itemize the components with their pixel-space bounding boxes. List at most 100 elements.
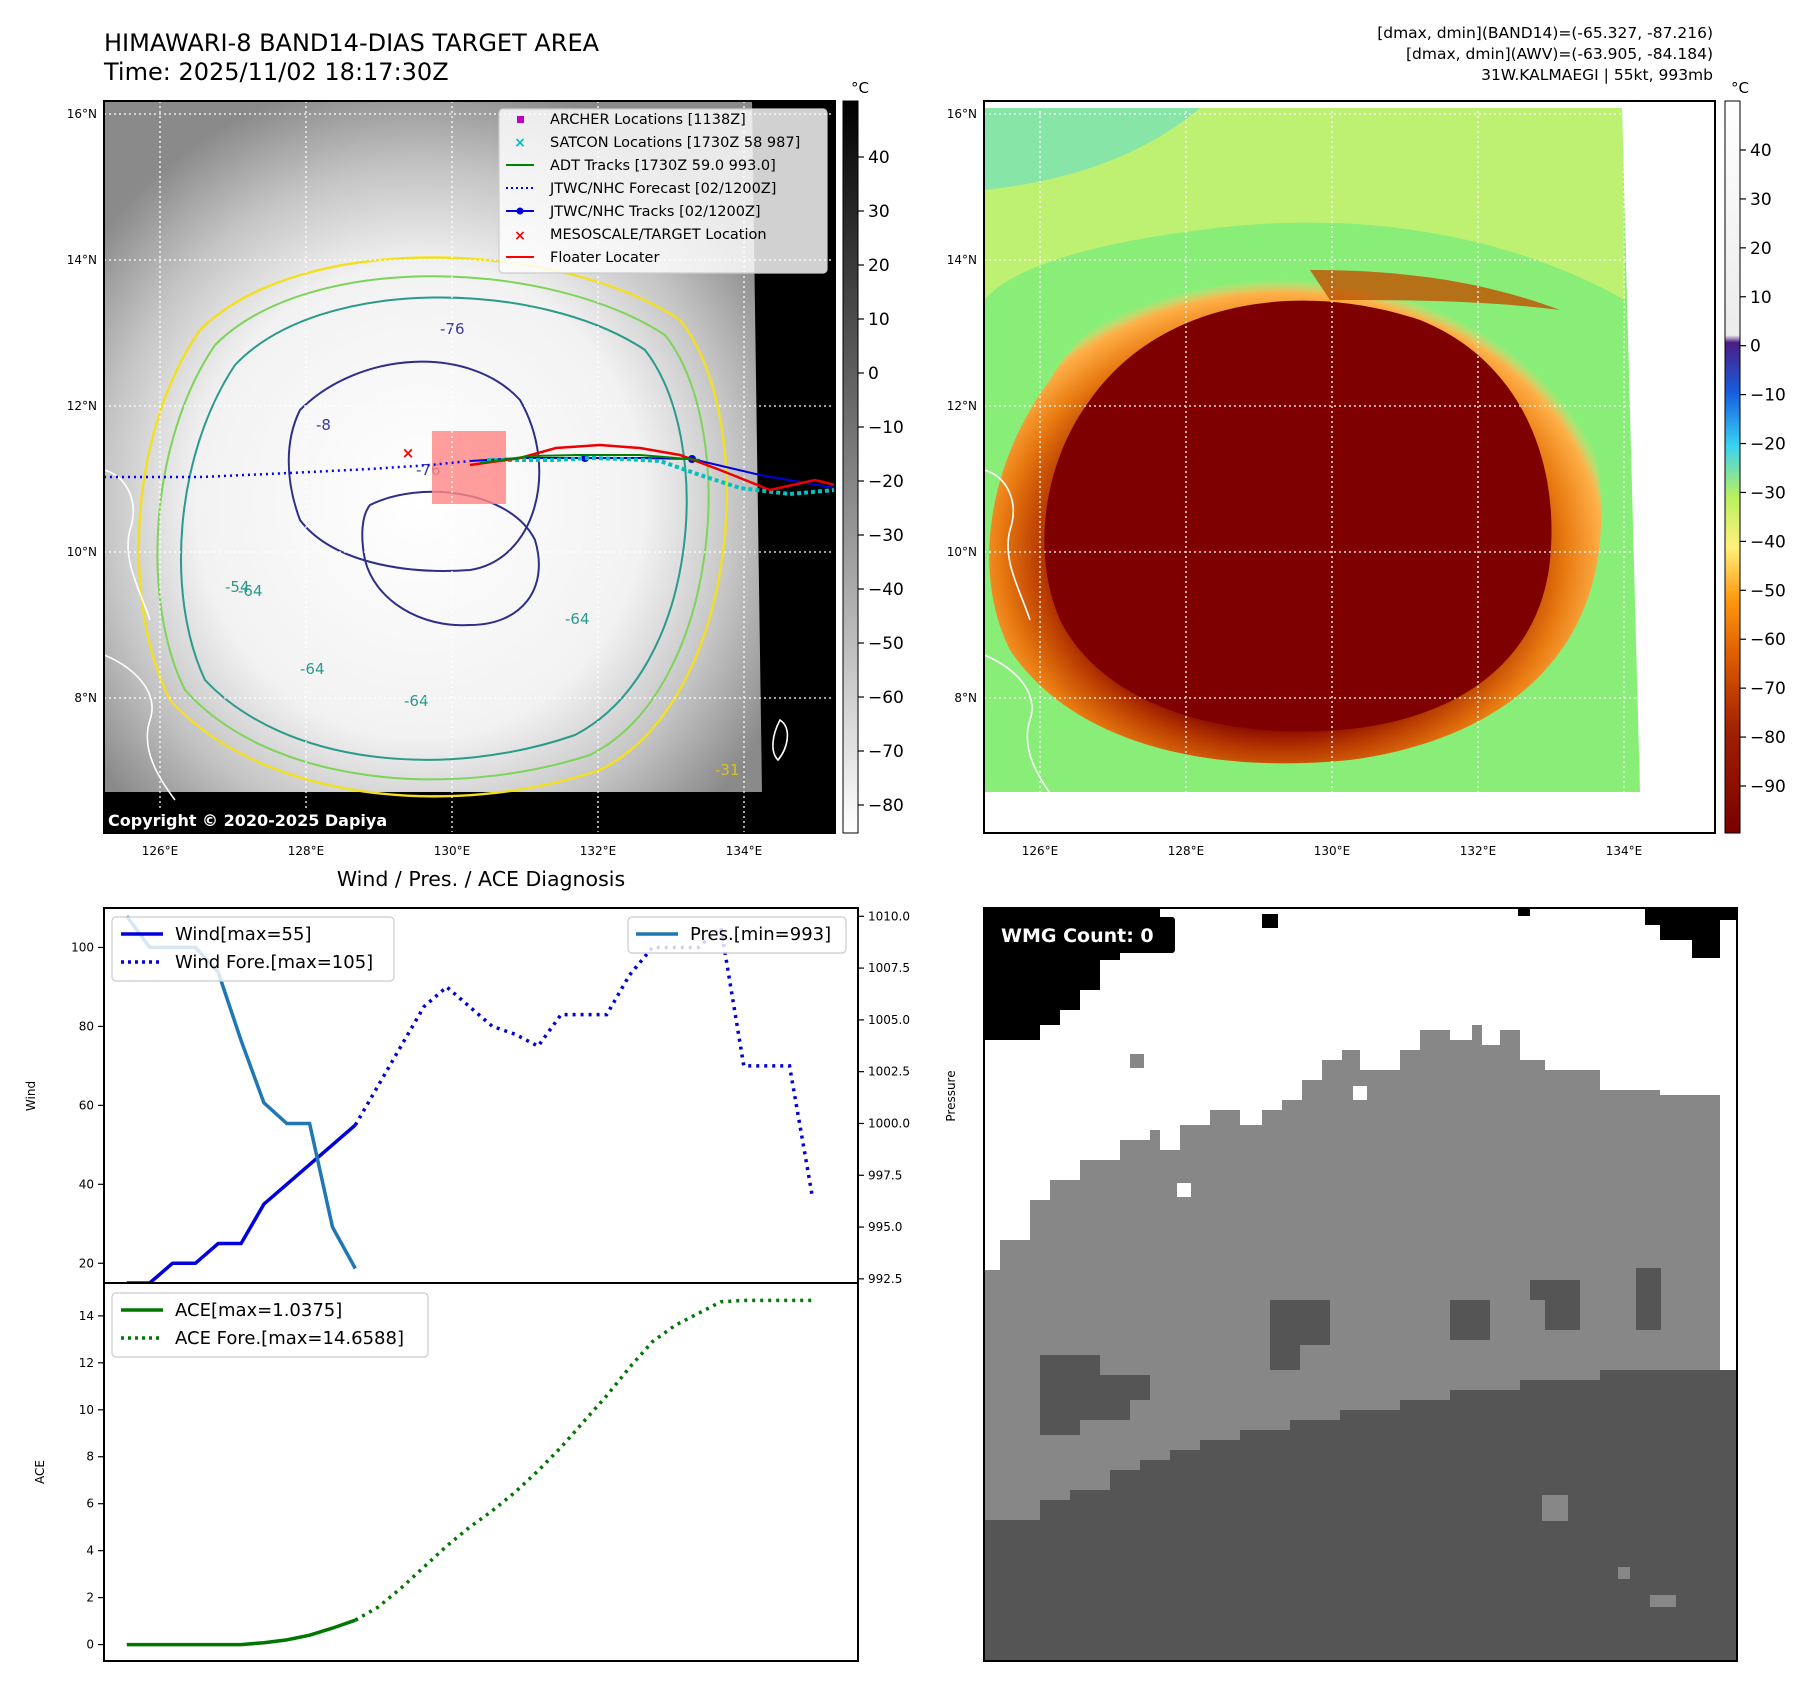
- wmg-count-box: [991, 917, 1175, 953]
- contour-teal: [180, 296, 688, 761]
- color-colorbar-label: −20: [1750, 435, 1786, 455]
- pressure-axis-tick-label: 992.5: [868, 1272, 902, 1286]
- color-map-lon-labels: 126°E 128°E 130°E 132°E 134°E: [1022, 844, 1643, 858]
- pressure-axis-tick-label: 1002.5: [868, 1065, 910, 1079]
- ace-axis-tick-label: 4: [86, 1544, 94, 1558]
- ace-axis-tick-label: 8: [86, 1450, 94, 1464]
- track-legend-box: [498, 108, 828, 274]
- lon-label: 130°E: [434, 844, 471, 858]
- gray-colorbar-label: −20: [868, 472, 904, 492]
- legend-pressure: Pres.[min=993]: [690, 924, 831, 945]
- color-colorbar-label: −30: [1750, 483, 1786, 503]
- ace-series-line: [126, 1618, 356, 1647]
- ace-forecast-series-line: [354, 1298, 813, 1622]
- lon-label: 128°E: [1168, 844, 1205, 858]
- satcon-locations: [487, 455, 835, 497]
- lat-label: 10°N: [947, 545, 977, 559]
- info-awv-range: [dmax, dmin](AWV)=(-63.905, -84.184): [1406, 45, 1713, 63]
- target-area-box: [432, 431, 506, 504]
- wind-legend-box: [111, 916, 395, 982]
- gray-colorbar-label: −10: [868, 418, 904, 438]
- lon-label: 126°E: [142, 844, 179, 858]
- cdo-core: [1044, 300, 1552, 732]
- mesoscale-target-marker: ×: [402, 444, 415, 462]
- lat-label: 12°N: [947, 399, 977, 413]
- contour-label: -64: [238, 582, 263, 600]
- color-colorbar-label: −60: [1750, 630, 1786, 650]
- legend-floater: Floater Locater: [550, 250, 659, 266]
- ace-chart: 0 2 4 6 8 10 12 14 ACE ACE[max=1.0375] ACE Fore…: [33, 1282, 859, 1662]
- gray-colorbar-label: −60: [868, 688, 904, 708]
- color-colorbar-label: −90: [1750, 777, 1786, 797]
- lon-label: 130°E: [1314, 844, 1351, 858]
- pressure-axis-tick-label: 1007.5: [868, 961, 910, 975]
- pressure-axis-label: Pressure: [944, 1070, 958, 1121]
- adt-track: [479, 454, 701, 464]
- gray-colorbar-label: 30: [868, 202, 890, 222]
- contour-label: -64: [300, 660, 325, 678]
- contour-label: -8: [316, 416, 331, 434]
- gray-colorbar-label: −50: [868, 634, 904, 654]
- legend-ace: ACE[max=1.0375]: [175, 1300, 342, 1321]
- wind-pressure-chart: 20 40 60 80 100 992.5 995.0 997.5 1000.0 1002.5 1…: [24, 907, 958, 1286]
- contour-label: -76: [440, 320, 465, 338]
- wind-axis-tick-label: 40: [79, 1177, 94, 1191]
- floater-locater-track: [469, 443, 835, 492]
- copyright-box: [104, 808, 422, 832]
- lat-label: 14°N: [67, 253, 97, 267]
- wind-axis-tick-label: 100: [71, 940, 94, 954]
- coastline: [772, 718, 789, 762]
- archer-legend-icon: [517, 116, 524, 123]
- ir-map-frame: [103, 100, 836, 834]
- color-colorbar-label: −10: [1750, 386, 1786, 406]
- lat-label: 16°N: [67, 107, 97, 121]
- copyright-text: Copyright © 2020-2025 Dapiya: [108, 811, 387, 830]
- ace-axis-tick-label: 6: [86, 1497, 94, 1511]
- ace-axis-tick-label: 0: [86, 1638, 94, 1652]
- color-colorbar-label: −40: [1750, 532, 1786, 552]
- lat-label: 8°N: [954, 691, 977, 705]
- ace-axis-tick-label: 14: [79, 1309, 94, 1323]
- pressure-axis-tick-label: 1010.0: [868, 909, 910, 923]
- wmg-frame: [983, 907, 1738, 1662]
- track-legend: ARCHER Locations [1138Z] × SATCON Locati…: [498, 108, 828, 274]
- ir-map-lat-labels: 16°N 14°N 12°N 10°N 8°N: [67, 107, 97, 705]
- gray-colorbar-ramp: [842, 100, 859, 834]
- color-colorbar-label: 40: [1750, 141, 1772, 161]
- lon-label: 128°E: [288, 844, 325, 858]
- legend-archer: ARCHER Locations [1138Z]: [550, 112, 746, 128]
- gray-colorbar: °C 40 30 20 10 0 −10 −20 −30 −40 −50 −60 −70 −80: [842, 79, 904, 834]
- gray-colorbar-label: 0: [868, 364, 879, 384]
- contour-label: -64: [404, 692, 429, 710]
- diagnosis-title: Wind / Pres. / ACE Diagnosis: [337, 867, 625, 891]
- gray-colorbar-label: −80: [868, 796, 904, 816]
- ace-axis-label: ACE: [33, 1460, 47, 1484]
- color-map-panel: [983, 100, 1716, 834]
- color-colorbar-unit: °C: [1731, 79, 1749, 97]
- gray-colorbar-label: 20: [868, 256, 890, 276]
- ace-legend-box: [111, 1292, 429, 1358]
- color-colorbar-ramp: [1724, 100, 1741, 834]
- ace-axis-tick-label: 10: [79, 1403, 94, 1417]
- lon-label: 132°E: [580, 844, 617, 858]
- pressure-axis-tick-label: 997.5: [868, 1168, 902, 1182]
- color-colorbar-label: 10: [1750, 288, 1772, 308]
- lat-label: 14°N: [947, 253, 977, 267]
- pressure-axis-tick-label: 1005.0: [868, 1013, 910, 1027]
- wmg-dark-region: [984, 1370, 1737, 1661]
- ir-map-lon-labels: 126°E 128°E 130°E 132°E 134°E: [142, 844, 763, 858]
- legend-jtwc-forecast: JTWC/NHC Forecast [02/1200Z]: [549, 181, 776, 197]
- info-storm-id: 31W.KALMAEGI | 55kt, 993mb: [1481, 66, 1713, 84]
- lat-label: 16°N: [947, 107, 977, 121]
- lat-label: 10°N: [67, 545, 97, 559]
- lat-label: 8°N: [74, 691, 97, 705]
- legend-adt: ADT Tracks [1730Z 59.0 993.0]: [550, 158, 776, 174]
- satcon-legend-icon: ×: [514, 135, 526, 151]
- gray-colorbar-label: −70: [868, 742, 904, 762]
- color-map-grid: [984, 101, 1715, 833]
- legend-mesoscale: MESOSCALE/TARGET Location: [550, 227, 767, 243]
- figure-time: Time: 2025/11/02 18:17:30Z: [103, 58, 449, 86]
- contour-indigo-west: [287, 360, 541, 572]
- contour-label: -54: [225, 578, 250, 596]
